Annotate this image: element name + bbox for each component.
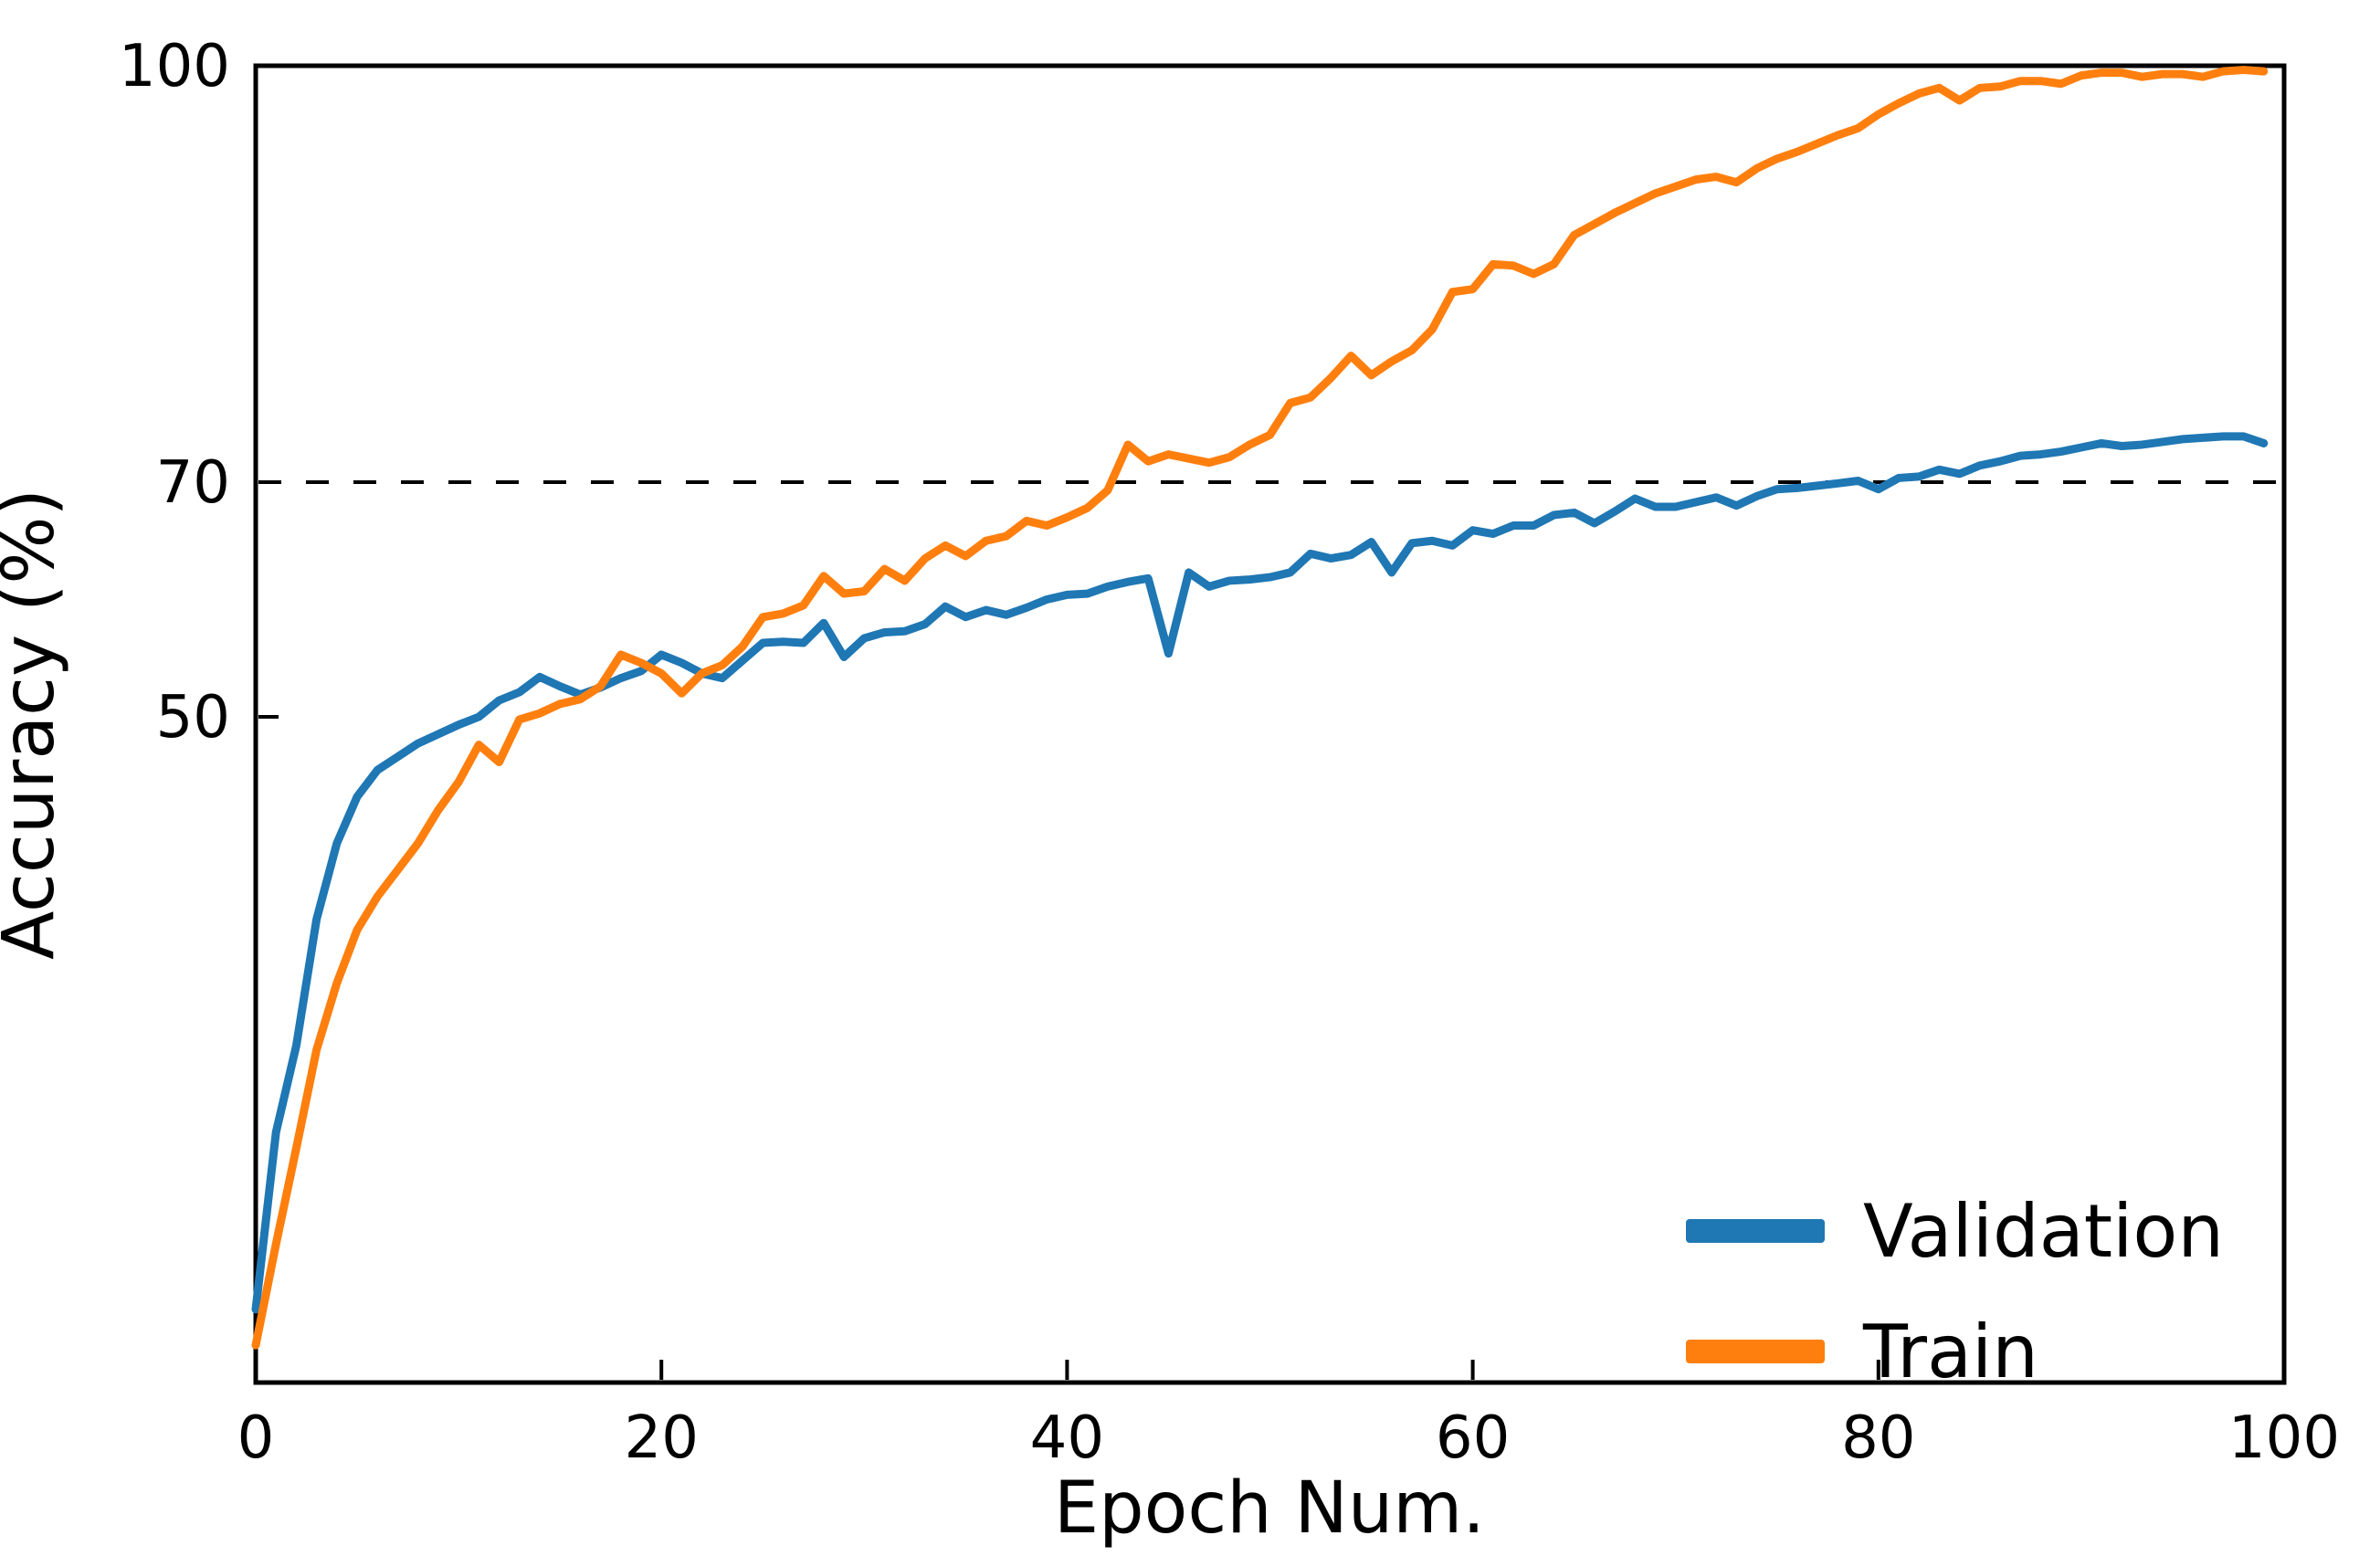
y-tick-label-100: 100 — [119, 33, 230, 100]
legend-label-validation: Validation — [1863, 1189, 2224, 1274]
train-line — [251, 66, 2269, 1350]
x-tick-label-0: 0 — [237, 1404, 275, 1472]
x-tick-label-60: 60 — [1436, 1404, 1510, 1472]
x-tick-label-20: 20 — [624, 1404, 698, 1472]
data-curves — [251, 66, 2269, 1350]
legend-label-train: Train — [1862, 1309, 2038, 1394]
legend-swatch-validation — [1686, 1219, 1825, 1243]
y-tick-label-70: 70 — [156, 449, 230, 517]
axis-ticks — [254, 64, 2286, 1380]
x-axis-title: Epoch Num. — [1054, 1467, 1485, 1550]
x-tick-label-80: 80 — [1841, 1404, 1915, 1472]
x-tick-label-40: 40 — [1030, 1404, 1104, 1472]
y-axis-title: Accuracy (%) — [0, 489, 70, 960]
y-tick-label-50: 50 — [156, 684, 230, 752]
x-tick-label-100: 100 — [2228, 1404, 2340, 1472]
validation-line — [251, 432, 2269, 1314]
legend: Validation Train — [1686, 1189, 2224, 1394]
axis-tick-labels: 0 20 40 60 80 100 50 70 100 — [119, 33, 2340, 1472]
plot-border — [253, 63, 2287, 1385]
legend-swatch-train — [1686, 1340, 1825, 1363]
